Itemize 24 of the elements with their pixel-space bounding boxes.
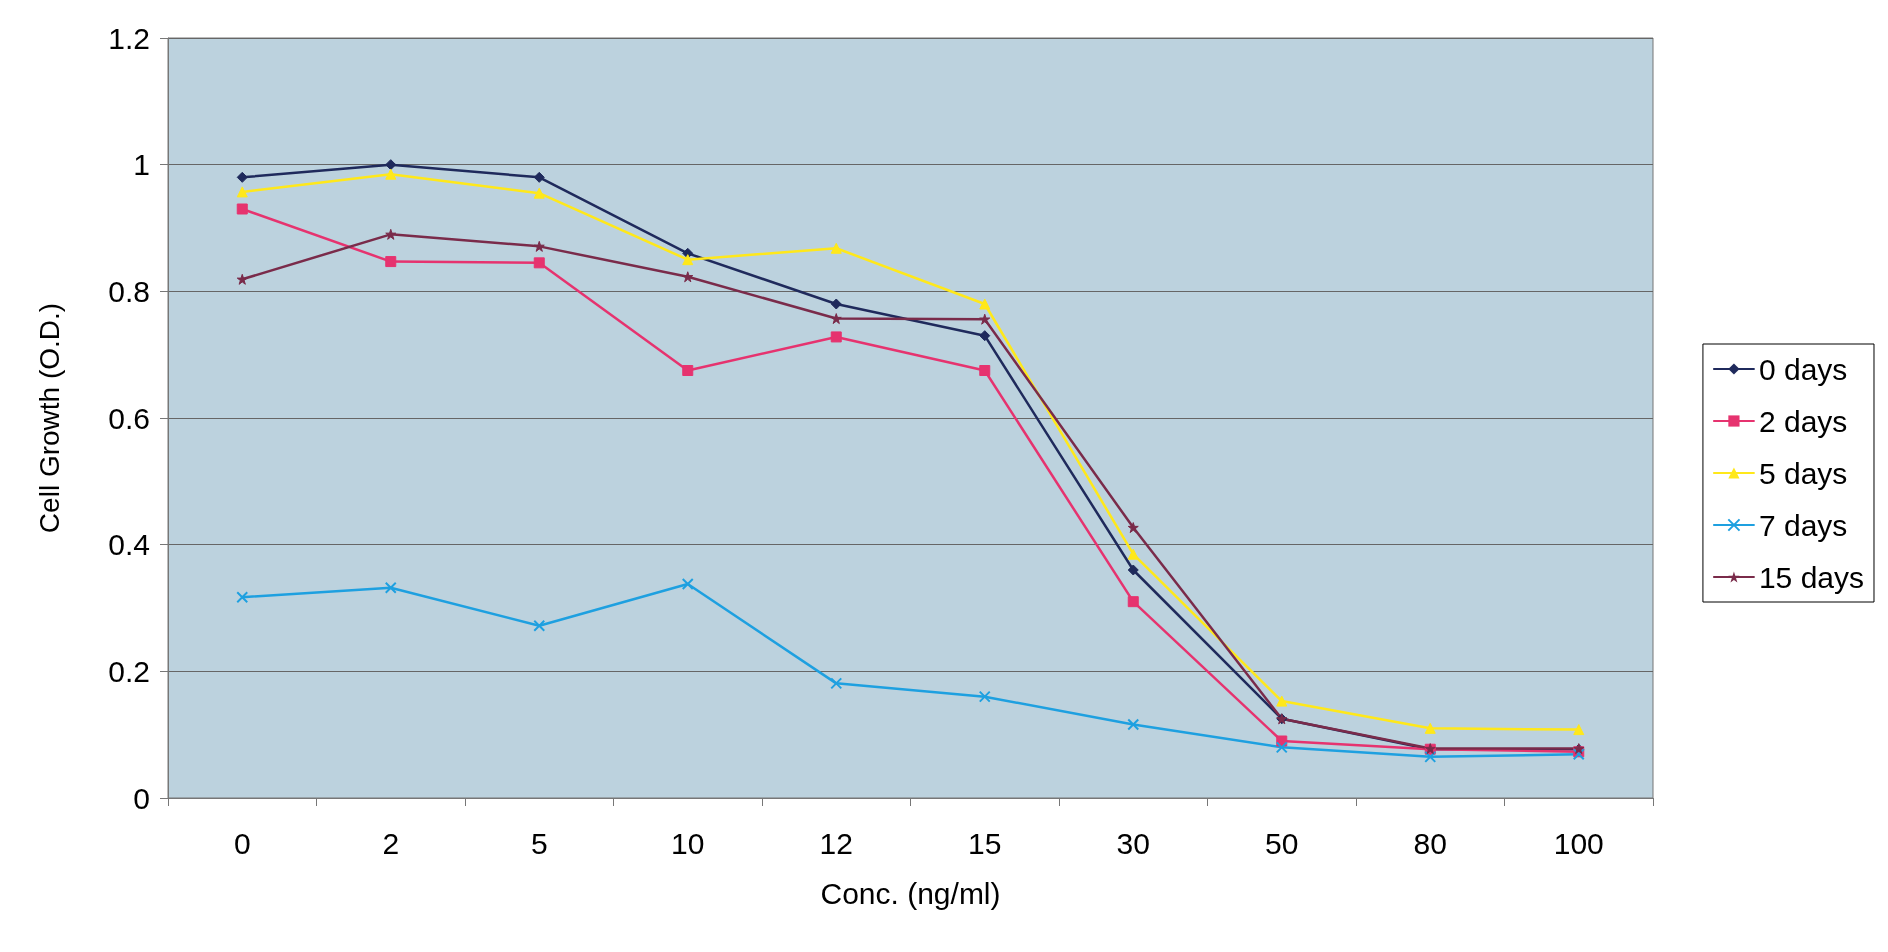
y-axis-title: Cell Growth (O.D.) (33, 302, 65, 534)
x-tick-label: 80 (1413, 826, 1447, 860)
x-tick-label: 30 (1116, 826, 1150, 860)
y-tick-label: 0.2 (108, 654, 150, 688)
legend-label: 2 days (1758, 404, 1848, 438)
y-tick-label: 1.2 (108, 21, 150, 55)
x-axis-title: Conc. (ng/ml) (820, 876, 1001, 910)
x-tick-label: 12 (819, 826, 853, 860)
legend-label: 5 days (1758, 456, 1848, 490)
x-tick-label: 2 (382, 826, 400, 860)
legend-label: 7 days (1758, 508, 1848, 542)
x-tick-label: 50 (1265, 826, 1299, 860)
legend-label: 15 days (1758, 560, 1864, 594)
y-tick-label: 0.6 (108, 401, 150, 435)
y-tick-label: 0.4 (108, 528, 150, 562)
legend-label: 0 days (1758, 352, 1848, 386)
y-tick-label: 1 (133, 148, 150, 182)
x-tick-label: 10 (671, 826, 705, 860)
x-tick-label: 0 (233, 826, 251, 860)
x-tick-label: 100 (1553, 826, 1604, 860)
y-tick-label: 0 (133, 781, 150, 815)
x-tick-label: 5 (530, 826, 548, 860)
x-tick-label: 15 (968, 826, 1002, 860)
y-tick-label: 0.8 (108, 274, 150, 308)
